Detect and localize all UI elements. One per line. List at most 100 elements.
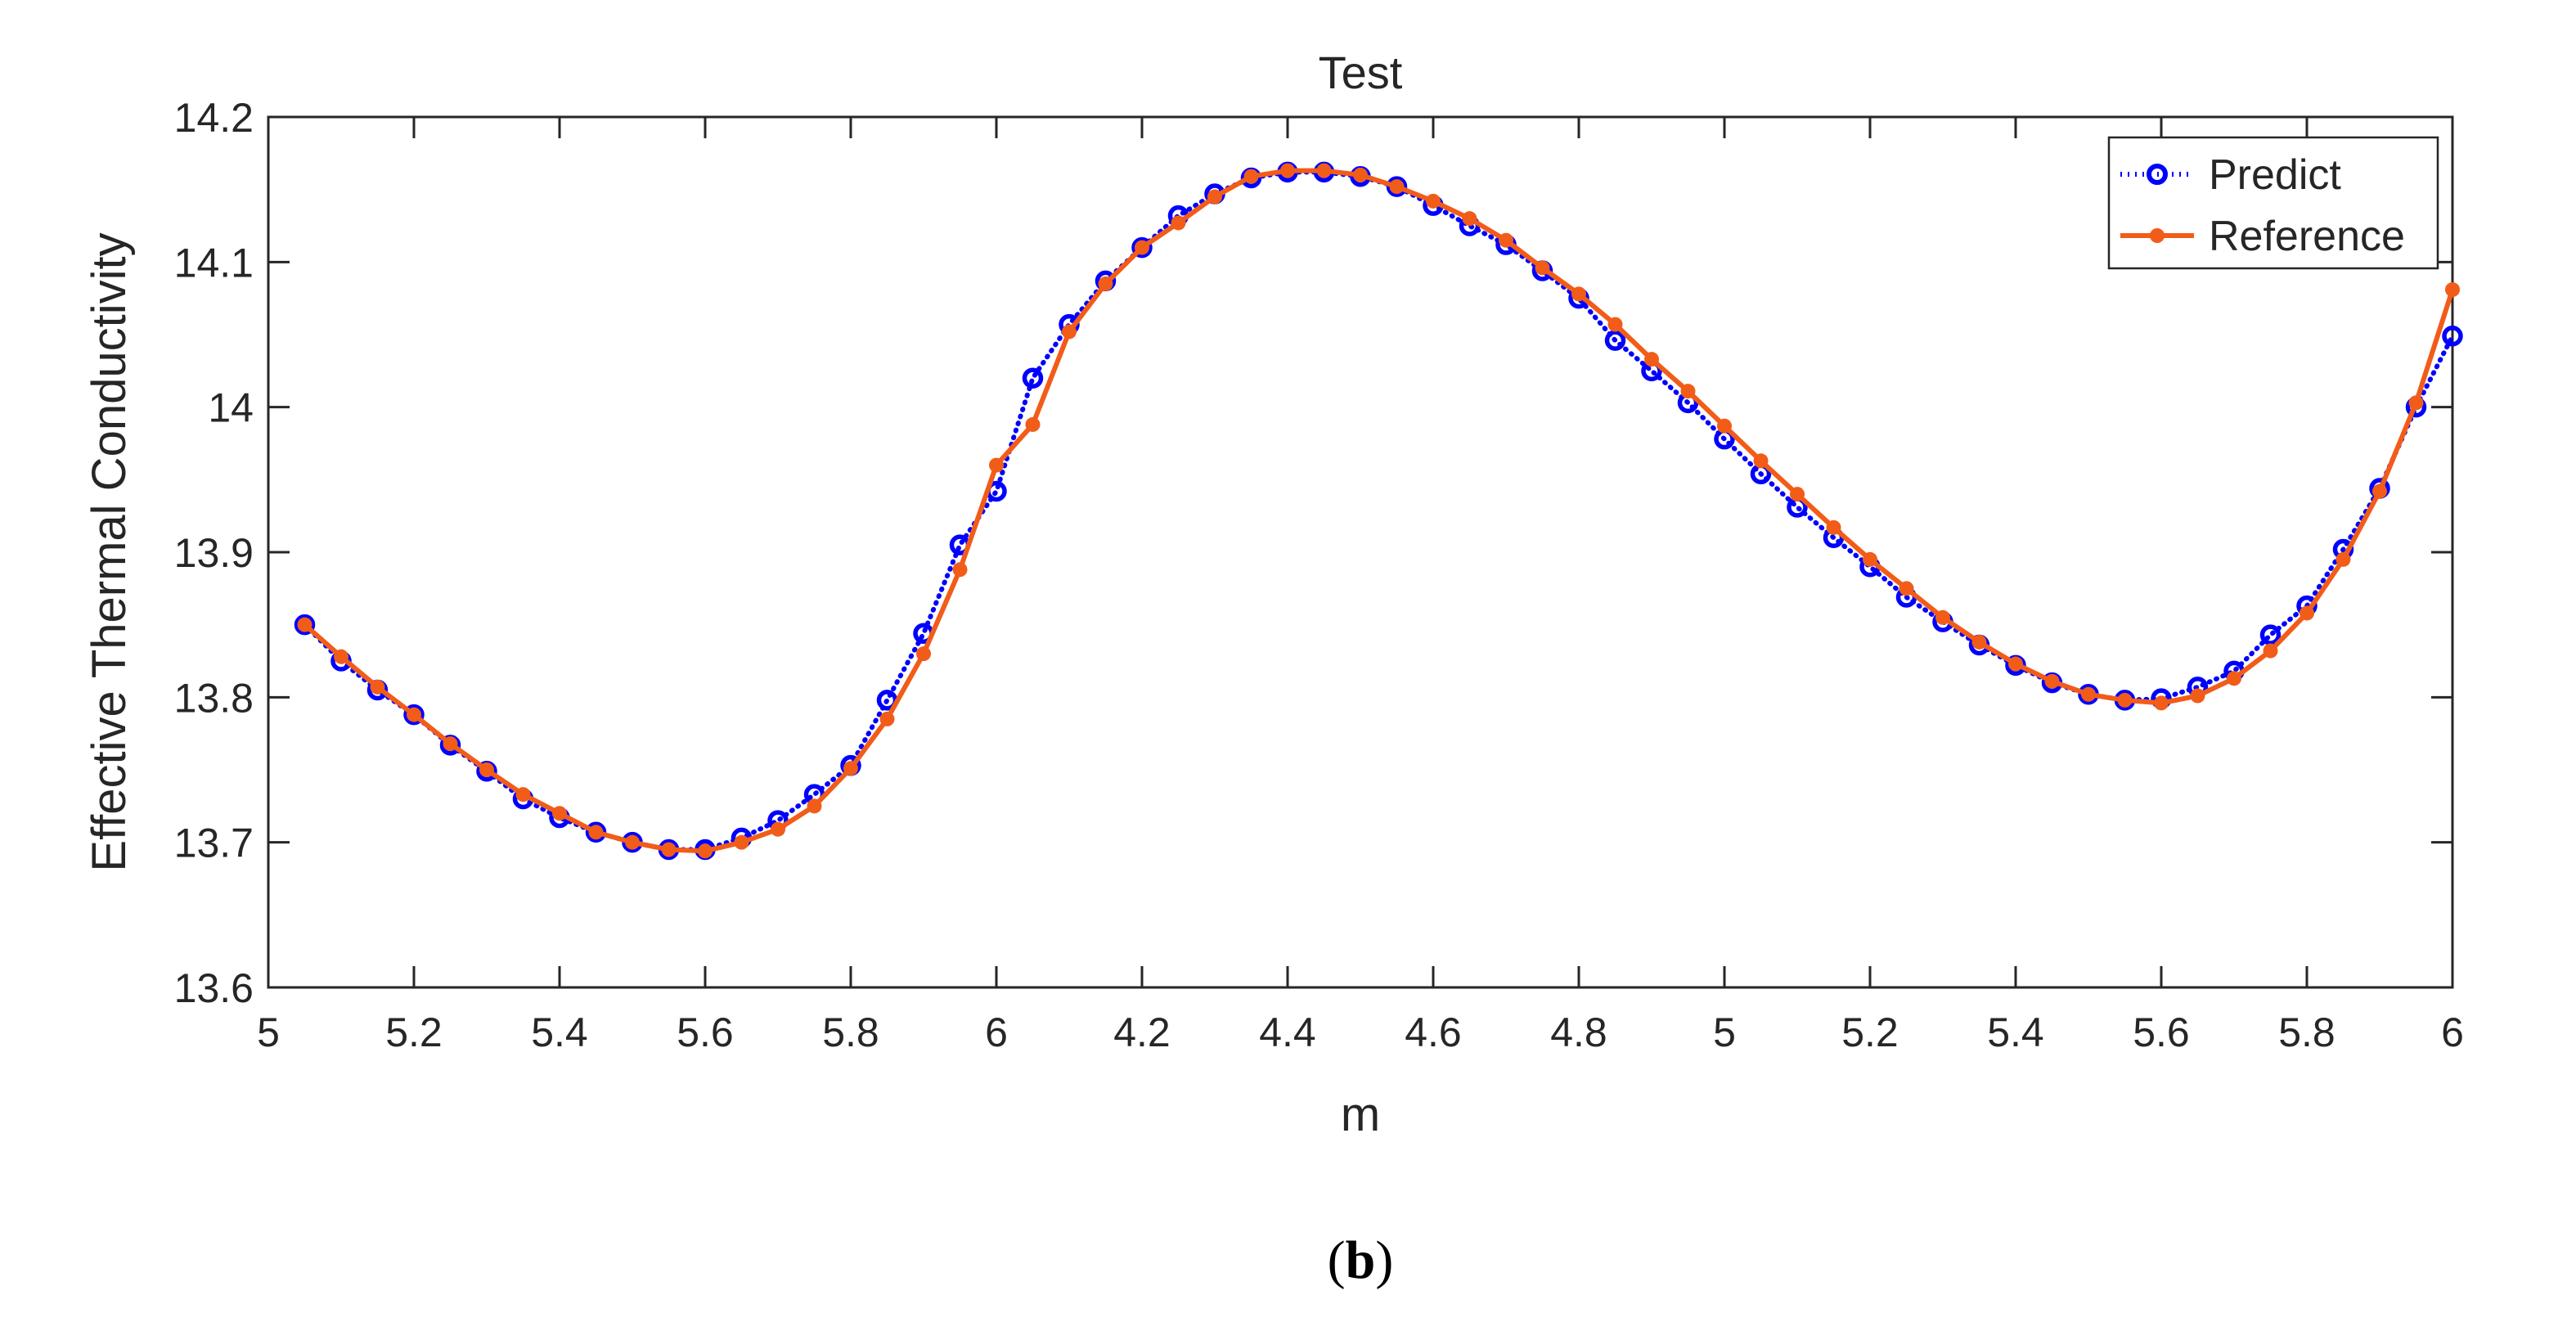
data-point-reference (2117, 692, 2133, 708)
data-point-reference (1025, 416, 1041, 432)
data-point-reference (1571, 286, 1586, 302)
x-tick-label: 5.8 (822, 1009, 879, 1055)
data-point-reference (1462, 211, 1477, 227)
data-point-predict (2259, 624, 2282, 645)
data-point-reference (807, 798, 822, 814)
x-tick-label: 4.4 (1259, 1009, 1316, 1055)
x-tick-label: 6 (2441, 1009, 2464, 1055)
y-axis-ticks (268, 115, 2452, 989)
figure-caption: (b) (1328, 1230, 1394, 1290)
data-point-reference (1243, 169, 1259, 184)
data-point-reference (1971, 634, 1987, 650)
data-point-reference (661, 842, 677, 857)
y-tick-label: 14.2 (174, 95, 254, 141)
caption-open-paren: ( (1328, 1230, 1346, 1290)
y-tick-label: 13.6 (174, 965, 254, 1011)
legend-marker-reference (2150, 228, 2165, 243)
x-tick-label: 4.2 (1113, 1009, 1171, 1055)
data-point-reference (2081, 686, 2096, 702)
data-point-reference (2190, 688, 2205, 704)
legend-entry-reference: Reference (2120, 213, 2405, 260)
x-axis-ticks (267, 117, 2454, 987)
y-axis-tick-labels: 13.6 13.7 13.8 13.9 14 14.1 14.2 (174, 95, 254, 1011)
data-point-reference (2372, 483, 2387, 499)
data-point-reference (334, 649, 348, 664)
x-tick-label: 5.2 (1841, 1009, 1899, 1055)
x-tick-label: 5.6 (2133, 1009, 2190, 1055)
data-point-reference (2445, 282, 2460, 298)
x-tick-label: 4.6 (1405, 1009, 1462, 1055)
data-point-reference (2227, 671, 2241, 686)
y-tick-label: 13.9 (174, 530, 254, 576)
data-point-reference (1353, 167, 1368, 182)
legend-box (2107, 136, 2439, 270)
data-point-reference (1753, 453, 1769, 469)
data-point-reference (1899, 581, 1914, 596)
caption-close-paren: ) (1375, 1230, 1393, 1290)
data-point-reference (1389, 179, 1405, 195)
x-axis-label: m (1341, 1088, 1380, 1141)
data-point-reference (1680, 384, 1696, 399)
y-axis-label: Effective Thermal Conductivity (83, 232, 136, 871)
data-point-predict (2442, 326, 2463, 347)
caption-letter: b (1346, 1230, 1376, 1290)
data-point-predict (294, 614, 316, 636)
data-point-predict (1604, 330, 1626, 351)
data-point-reference (1499, 232, 1513, 248)
data-point-reference (625, 834, 640, 850)
data-point-reference (1207, 189, 1222, 205)
x-tick-label: 5.4 (1987, 1009, 2044, 1055)
data-point-reference (2044, 673, 2060, 689)
y-tick-label: 13.7 (174, 821, 254, 866)
data-point-reference (734, 834, 749, 850)
x-tick-label: 4.8 (1550, 1009, 1607, 1055)
data-point-reference (1316, 163, 1332, 178)
series-layer (294, 161, 2463, 861)
data-point-reference (2300, 605, 2314, 621)
data-point-reference (1935, 609, 1950, 625)
data-point-reference (2335, 551, 2351, 567)
x-axis-tick-labels: 5 5.2 5.4 5.6 5.8 6 4.2 4.4 4.6 4.8 5 5.2 5.4 5.6 5.8 6 (257, 1009, 2464, 1055)
y-tick-label: 14.1 (174, 240, 254, 286)
data-point-reference (1171, 215, 1186, 231)
data-point-reference (916, 646, 931, 662)
y-tick-label: 13.8 (174, 675, 254, 721)
data-point-reference (1826, 519, 1841, 535)
data-point-reference (2008, 656, 2023, 672)
data-point-reference (2154, 695, 2169, 711)
data-point-reference (588, 825, 604, 840)
data-point-reference (552, 806, 567, 821)
legend: Predict Reference (2107, 136, 2439, 270)
data-point-reference (879, 711, 895, 726)
chart-title: Test (1319, 47, 1403, 98)
data-point-reference (443, 736, 458, 752)
series-reference (297, 163, 2460, 859)
data-point-reference (698, 843, 713, 859)
x-tick-label: 5 (1713, 1009, 1736, 1055)
legend-entry-predict: Predict (2120, 151, 2341, 199)
data-point-reference (1280, 163, 1295, 178)
data-point-predict (1022, 367, 1044, 389)
x-tick-label: 5.2 (385, 1009, 443, 1055)
data-point-reference (1863, 551, 1877, 567)
data-point-predict (1386, 176, 1408, 197)
x-tick-label: 5.4 (531, 1009, 588, 1055)
x-tick-label: 5.6 (677, 1009, 734, 1055)
data-point-predict (403, 704, 425, 726)
data-point-reference (1535, 260, 1550, 276)
data-point-reference (843, 761, 858, 776)
data-point-reference (1135, 240, 1149, 255)
data-point-reference (370, 679, 385, 695)
data-point-reference (479, 762, 494, 777)
data-point-reference (2408, 395, 2424, 411)
legend-label-predict: Predict (2209, 151, 2341, 199)
data-point-reference (2263, 643, 2278, 659)
data-point-reference (407, 707, 421, 722)
data-point-reference (1644, 352, 1659, 367)
x-tick-label: 6 (985, 1009, 1008, 1055)
data-point-reference (1790, 487, 1805, 502)
x-tick-label: 5.8 (2278, 1009, 2335, 1055)
x-tick-label: 5 (257, 1009, 280, 1055)
data-point-reference (952, 562, 968, 578)
legend-marker-predict (2147, 164, 2168, 185)
